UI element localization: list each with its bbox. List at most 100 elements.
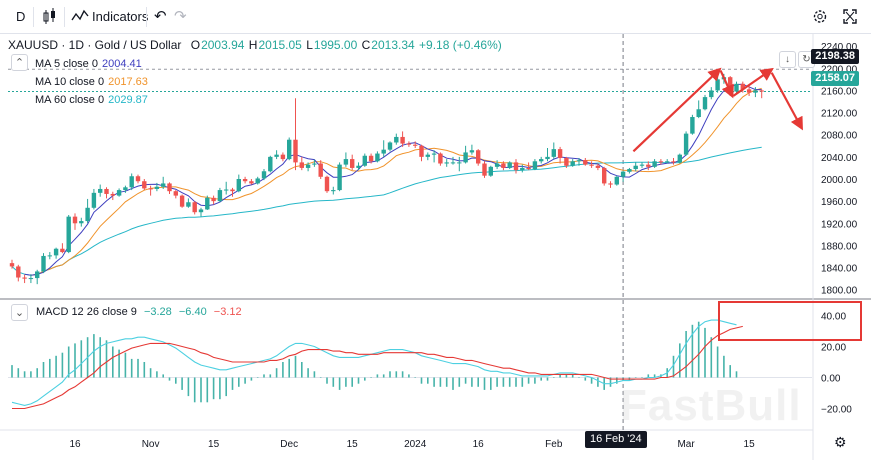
macd-histogram-bar [634,377,637,378]
candle-body [557,149,563,158]
ma10-legend[interactable]: MA 10 close 0 2017.63 [35,76,148,88]
candle [293,98,298,171]
ma60-label: MA 60 close 0 [35,94,105,106]
candle [627,167,632,174]
candle-body [280,154,286,160]
candle-body [702,97,708,110]
macd-pane [8,319,812,410]
candle-body [261,171,267,179]
candle-body [268,156,273,172]
candle [236,174,241,193]
macd-collapse-icon[interactable]: ⌄ [11,304,28,321]
pane-settings-gear-icon[interactable]: ⚙ [834,434,847,450]
refresh-icon[interactable]: ↻ [798,51,815,68]
macd-histogram-bar [219,377,221,400]
macd-histogram-bar [458,377,461,387]
macd-histogram-bar [250,377,253,381]
undo-icon[interactable]: ↶ [154,8,167,25]
candles-style-icon[interactable] [42,0,60,33]
candle-body [22,277,27,279]
candle [633,162,638,172]
chart-canvas[interactable]: 2240.00 2200.00 2160.00 2120.00 2080.00 2040.… [0,34,871,460]
macd-histogram-bar [685,331,687,378]
scroll-down-icon[interactable]: ↓ [779,51,796,68]
macd-histogram-bar [61,352,64,378]
macd-histogram-bar [735,371,738,378]
candle [463,145,468,164]
macd-histogram-bar [527,377,530,384]
macd-histogram-bar [23,371,26,378]
macd-histogram-bar [597,377,599,387]
candle-body [683,133,689,155]
macd-histogram-bar [723,355,725,378]
candle-body [457,162,462,164]
candle-body [507,162,512,168]
macd-histogram-bar [42,362,45,378]
candle [224,181,229,195]
price-tick-label: 2080.00 [821,131,858,142]
indicators-button[interactable]: Indicators [92,9,149,24]
collapse-legend-icon[interactable]: ⌃ [11,54,28,71]
macd-histogram-bar [433,377,435,387]
macd-histogram-bar [307,368,309,378]
candle [457,156,462,172]
candle [9,259,15,269]
candle-body [375,153,380,162]
macd-tick-label: −20.00 [821,405,852,416]
macd-histogram-bar [200,377,202,403]
candle [602,166,607,186]
interval-button[interactable]: D [16,9,26,24]
macd-histogram-bar [231,377,234,390]
candle [539,156,544,164]
ma5-legend[interactable]: MA 5 close 0 2004.41 [35,58,142,70]
candle-body [362,155,367,166]
macd-histogram-bar [515,377,517,387]
candle-body [551,149,556,157]
macd-histogram-bar [445,377,448,387]
price-tick-label: 2040.00 [821,153,858,164]
macd-histogram-bar [112,346,114,378]
candle [406,141,412,147]
candle [381,140,386,157]
ma60-legend[interactable]: MA 60 close 0 2029.87 [35,94,148,106]
candle [350,154,355,171]
macd-histogram-bar [244,377,246,384]
candle [91,188,97,210]
macd-histogram-bar [704,327,706,378]
macd-histogram-bar [105,340,108,378]
time-tick-label: 16 [69,439,81,450]
candle [387,141,393,152]
ohlc-h-label: H [248,38,258,52]
candle [646,161,651,171]
candle [564,156,569,168]
candle [104,187,109,199]
macd-histogram-bar [74,343,76,378]
candle [362,153,367,167]
candle [249,179,254,185]
macd-histogram-bar [408,374,410,378]
candle-body [734,83,739,92]
indicators-icon[interactable] [71,0,91,33]
macd-legend[interactable]: MACD 12 26 close 9 −3.28 −6.40 −3.12 [36,306,242,318]
macd-value: −3.28 [143,306,172,318]
candle [734,81,739,94]
pullback-arrow [719,70,734,99]
candle-body [671,161,676,163]
chart-area[interactable]: 2240.00 2200.00 2160.00 2120.00 2080.00 2040.… [0,34,871,460]
redo-icon[interactable]: ↷ [174,8,187,25]
candle [129,173,134,191]
candle-body [413,144,418,146]
settings-gear-icon[interactable] [812,0,830,33]
macd-histogram-bar [137,358,139,378]
macd-tick-label: 40.00 [821,312,846,323]
candle-body [526,167,531,170]
candle [501,161,506,171]
candlestick-series [9,70,764,285]
candle-body [444,162,449,164]
macd-histogram-bar [502,377,505,387]
candle-body [53,248,59,256]
candle-body [425,154,430,157]
candle-body [135,176,141,182]
candle [438,152,443,166]
fullscreen-icon[interactable] [842,0,860,33]
